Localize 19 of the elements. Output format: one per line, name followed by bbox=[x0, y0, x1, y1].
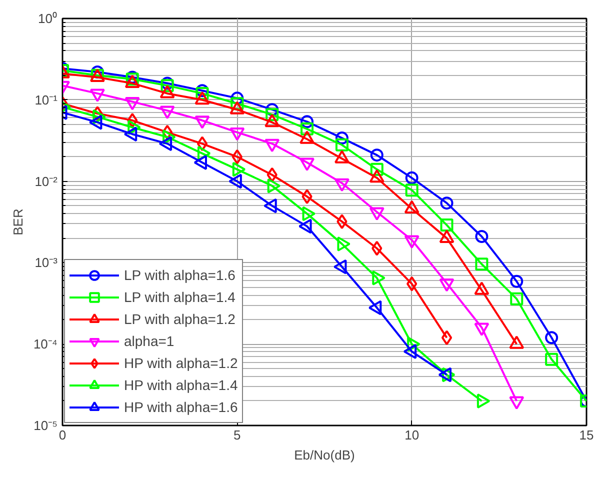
legend-label: HP with alpha=1.6 bbox=[124, 398, 238, 417]
y-tick-label: 10⁻⁵ bbox=[34, 418, 58, 433]
y-axis-title: BER bbox=[10, 208, 26, 236]
legend-label: alpha=1 bbox=[124, 332, 174, 351]
y-tick-label: 10⁻² bbox=[34, 174, 58, 189]
legend-label: HP with alpha=1.4 bbox=[124, 376, 238, 395]
x-tick-label: 10 bbox=[404, 428, 420, 442]
y-tick-label: 10⁻⁴ bbox=[33, 336, 58, 352]
legend-label: HP with alpha=1.2 bbox=[124, 354, 238, 373]
y-tick-label: 10⁻³ bbox=[34, 255, 58, 270]
x-tick-label: 15 bbox=[579, 428, 594, 442]
x-axis-title: Eb/No(dB) bbox=[294, 448, 355, 462]
y-tick-label: 10⁰ bbox=[38, 11, 58, 26]
legend-label: LP with alpha=1.2 bbox=[124, 310, 236, 329]
y-tick-label: 10⁻¹ bbox=[34, 92, 58, 108]
legend-label: LP with alpha=1.6 bbox=[124, 266, 236, 285]
x-tick-label: 5 bbox=[234, 428, 241, 442]
legend-label: LP with alpha=1.4 bbox=[124, 288, 236, 307]
x-tick-label: 0 bbox=[58, 428, 66, 442]
